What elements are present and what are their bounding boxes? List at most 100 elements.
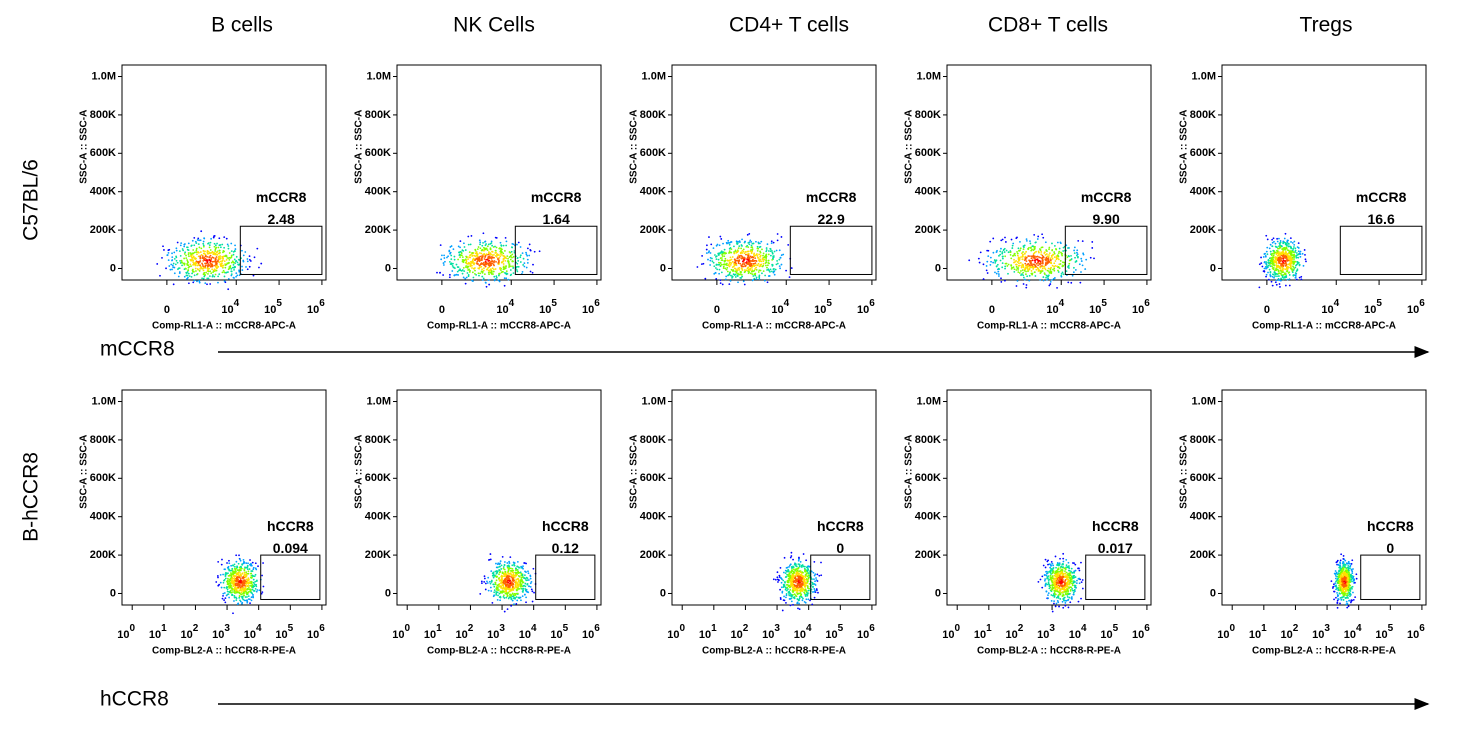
event-dot <box>813 588 815 590</box>
event-dot <box>245 596 247 598</box>
y-axis-label: SSC-A :: SSC-A <box>904 110 915 184</box>
event-dot <box>180 242 182 244</box>
event-dot <box>804 601 806 603</box>
event-dot <box>724 253 726 255</box>
event-dot <box>496 247 498 249</box>
event-dot <box>242 598 244 600</box>
event-dot <box>797 593 799 595</box>
event-dot <box>1305 258 1307 260</box>
event-dot <box>449 261 451 263</box>
event-dot <box>532 568 534 570</box>
event-dot <box>986 261 988 263</box>
event-dot <box>778 579 780 581</box>
x-tick-label: 105 <box>264 298 282 316</box>
event-dot <box>479 260 481 262</box>
event-dot <box>494 246 496 248</box>
event-dot <box>798 575 800 577</box>
event-dot <box>499 596 501 598</box>
column-title: CD4+ T cells <box>729 14 849 37</box>
event-dot <box>234 563 236 565</box>
event-dot <box>522 264 524 266</box>
event-dot <box>788 593 790 595</box>
event-dot <box>473 264 475 266</box>
event-dot <box>501 261 503 263</box>
event-dot <box>247 562 249 564</box>
event-dot <box>748 251 750 253</box>
event-dot <box>449 253 451 255</box>
event-dot <box>526 591 528 593</box>
event-dot <box>505 245 507 247</box>
event-dot <box>492 584 494 586</box>
event-dot <box>808 572 810 574</box>
event-dot <box>771 240 773 242</box>
event-dot <box>512 593 514 595</box>
event-dot <box>246 585 248 587</box>
event-dot <box>465 249 467 251</box>
event-dot <box>703 263 705 265</box>
event-dot <box>263 586 265 588</box>
event-dot <box>508 279 510 281</box>
event-dot <box>491 240 493 242</box>
y-tick-label: 400K <box>90 511 116 523</box>
event-dot <box>773 242 775 244</box>
x-tick-base: 10 <box>519 629 531 641</box>
event-dot <box>730 259 732 261</box>
event-dot <box>814 590 816 592</box>
event-dot <box>743 280 745 282</box>
event-dot <box>1012 255 1014 257</box>
x-tick-exponent: 6 <box>1144 298 1150 309</box>
event-dot <box>193 271 195 273</box>
event-dot <box>720 262 722 264</box>
event-dot <box>505 571 507 573</box>
event-dot <box>244 579 246 581</box>
event-dot <box>252 562 254 564</box>
x-tick-base: 10 <box>487 629 499 641</box>
x-tick-exponent: 5 <box>276 298 282 309</box>
event-dot <box>520 583 522 585</box>
x-tick-base: 10 <box>1006 629 1018 641</box>
x-tick-exponent: 6 <box>1144 623 1150 634</box>
event-dot <box>1275 246 1277 248</box>
event-dot <box>243 595 245 597</box>
event-dot <box>762 260 764 262</box>
event-dot <box>499 599 501 601</box>
event-dot <box>815 577 817 579</box>
x-tick-base: 10 <box>307 304 319 316</box>
event-dot <box>1268 259 1270 261</box>
event-dot <box>751 251 753 253</box>
event-dot <box>1037 238 1039 240</box>
event-dot <box>763 259 765 261</box>
x-tick-exponent: 0 <box>955 623 961 634</box>
event-dot <box>481 255 483 257</box>
event-dot <box>462 256 464 258</box>
event-dot <box>256 248 258 250</box>
event-dot <box>216 254 218 256</box>
event-dot <box>484 256 486 258</box>
event-dot <box>744 284 746 286</box>
event-dot <box>1279 272 1281 274</box>
event-dot <box>499 248 501 250</box>
event-dot <box>201 266 203 268</box>
gate-percent: 16.6 <box>1367 211 1394 227</box>
event-dot <box>496 576 498 578</box>
event-dot <box>732 276 734 278</box>
x-tick-exponent: 2 <box>743 623 749 634</box>
event-dot <box>1276 253 1278 255</box>
event-dot <box>1290 266 1292 268</box>
event-dot <box>1266 247 1268 249</box>
event-dot <box>457 259 459 261</box>
event-dot <box>238 269 240 271</box>
event-dot <box>1273 237 1275 239</box>
event-dot <box>792 585 794 587</box>
event-dot <box>495 255 497 257</box>
event-dot <box>1076 252 1078 254</box>
event-dot <box>244 588 246 590</box>
event-dot <box>1080 258 1082 260</box>
event-dot <box>790 585 792 587</box>
event-dot <box>799 586 801 588</box>
event-dot <box>765 250 767 252</box>
event-dot <box>734 274 736 276</box>
event-dot <box>1014 253 1016 255</box>
event-dot <box>474 270 476 272</box>
event-dot <box>1280 270 1282 272</box>
